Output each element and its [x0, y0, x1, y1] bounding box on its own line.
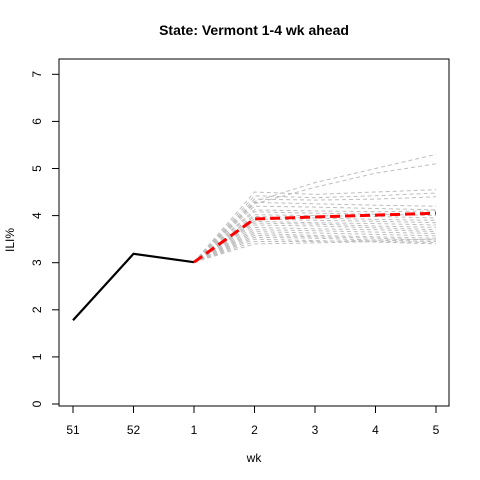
mean-forecast-line — [193, 211, 437, 264]
x-tick-label-51: 51 — [66, 423, 80, 437]
ensemble-trajectory-10 — [193, 214, 437, 263]
ensemble-trajectory-20 — [193, 234, 437, 263]
ensemble-trajectory-7 — [193, 205, 437, 263]
y-tick-label-1: 1 — [30, 353, 44, 360]
ensemble-trajectory-1 — [193, 153, 437, 263]
ensemble-trajectory-24 — [193, 240, 437, 263]
ensemble-trajectory-3 — [193, 189, 437, 263]
x-tick-label-52: 52 — [127, 423, 141, 437]
y-tick-label-3: 3 — [30, 259, 44, 266]
x-axis: 51 52 1 2 3 4 5 — [66, 405, 440, 437]
x-tick-label-1: 1 — [191, 423, 198, 437]
ensemble-trajectory-22 — [193, 238, 437, 263]
ensemble-trajectory-6 — [193, 201, 437, 263]
ensemble-trajectory-16 — [193, 226, 437, 263]
mean-layer — [193, 211, 437, 264]
ensemble-trajectory-18 — [193, 231, 437, 263]
ensemble-layer — [193, 153, 437, 263]
observed-line — [72, 252, 195, 321]
observed-layer — [72, 252, 195, 321]
x-axis-label: wk — [246, 451, 263, 465]
chart-title: State: Vermont 1-4 wk ahead — [159, 22, 349, 38]
y-tick-label-6: 6 — [30, 118, 44, 125]
x-tick-label-4: 4 — [372, 423, 379, 437]
x-tick-label-5: 5 — [433, 423, 440, 437]
y-tick-label-4: 4 — [30, 212, 44, 219]
ensemble-trajectory-8 — [193, 209, 437, 263]
ensemble-trajectory-15 — [193, 224, 437, 263]
ensemble-trajectory-19 — [193, 232, 437, 263]
ensemble-trajectory-14 — [193, 222, 437, 263]
ensemble-trajectory-2 — [193, 163, 437, 263]
y-axis-label: ILI% — [3, 228, 17, 252]
x-tick-label-3: 3 — [312, 423, 319, 437]
ensemble-trajectory-4 — [193, 192, 437, 263]
y-axis: 0 1 2 3 4 5 6 7 — [30, 71, 60, 407]
x-tick-label-2: 2 — [251, 423, 258, 437]
ensemble-trajectory-13 — [193, 220, 437, 263]
ensemble-trajectory-21 — [193, 236, 437, 263]
y-tick-label-5: 5 — [30, 165, 44, 172]
ensemble-trajectory-17 — [193, 229, 437, 263]
y-tick-label-0: 0 — [30, 400, 44, 407]
ensemble-trajectory-23 — [193, 238, 437, 263]
y-tick-label-7: 7 — [30, 71, 44, 78]
ensemble-trajectory-5 — [193, 196, 437, 263]
y-tick-label-2: 2 — [30, 306, 44, 313]
